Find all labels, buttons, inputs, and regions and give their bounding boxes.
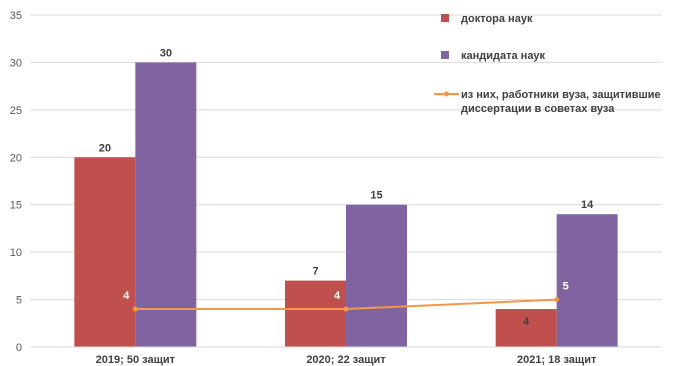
x-category-label: 2019; 50 защит <box>96 354 176 366</box>
data-labels: 20 30 7 15 4 14 <box>99 47 594 328</box>
legend-label-candidates: кандидата наук <box>461 50 546 62</box>
bar <box>285 280 346 347</box>
x-category-label: 2021; 18 защит <box>517 354 597 366</box>
bars <box>74 62 618 348</box>
legend-label-university-line2: диссертации в советах вуза <box>461 103 615 115</box>
line-data-label: 4 <box>334 290 341 302</box>
bar-data-label: 14 <box>581 199 594 211</box>
bar-data-label: 7 <box>312 266 318 278</box>
legend-label-university-line1: из них, работники вуза, защитившие <box>461 89 661 101</box>
legend-swatch-candidates <box>441 51 449 59</box>
bar <box>495 309 557 347</box>
y-tick-label: 30 <box>10 57 22 69</box>
y-tick-label: 5 <box>16 295 22 307</box>
bar-data-label: 20 <box>99 142 111 154</box>
legend-swatch-doctors <box>441 14 449 22</box>
bar-data-label: 4 <box>523 316 530 328</box>
bar <box>556 214 618 347</box>
y-tick-label: 15 <box>10 200 22 212</box>
y-tick-label: 35 <box>10 10 22 22</box>
legend-label-doctors: доктора наук <box>461 13 533 25</box>
bar <box>346 204 407 347</box>
line-point <box>343 306 349 312</box>
bar-data-label: 30 <box>160 47 172 59</box>
y-axis-ticks: 0 5 10 15 20 25 30 35 <box>10 10 22 354</box>
y-tick-label: 25 <box>10 105 22 117</box>
y-tick-label: 0 <box>16 342 22 354</box>
bar <box>135 62 197 348</box>
y-tick-label: 10 <box>10 247 22 259</box>
bar <box>74 157 136 347</box>
x-category-label: 2020; 22 защит <box>306 354 386 366</box>
line-point <box>132 306 138 312</box>
line-data-label: 5 <box>563 281 569 293</box>
line-data-label: 4 <box>123 290 130 302</box>
y-tick-label: 20 <box>10 152 22 164</box>
bar-data-label: 15 <box>370 190 382 202</box>
line-series: 4 4 5 <box>123 281 569 312</box>
line-point <box>554 297 560 303</box>
legend-swatch-marker <box>444 91 449 97</box>
legend: доктора наук кандидата наук из них, рабо… <box>434 13 661 115</box>
x-axis-categories: 2019; 50 защит 2020; 22 защит 2021; 18 защ… <box>96 354 597 366</box>
